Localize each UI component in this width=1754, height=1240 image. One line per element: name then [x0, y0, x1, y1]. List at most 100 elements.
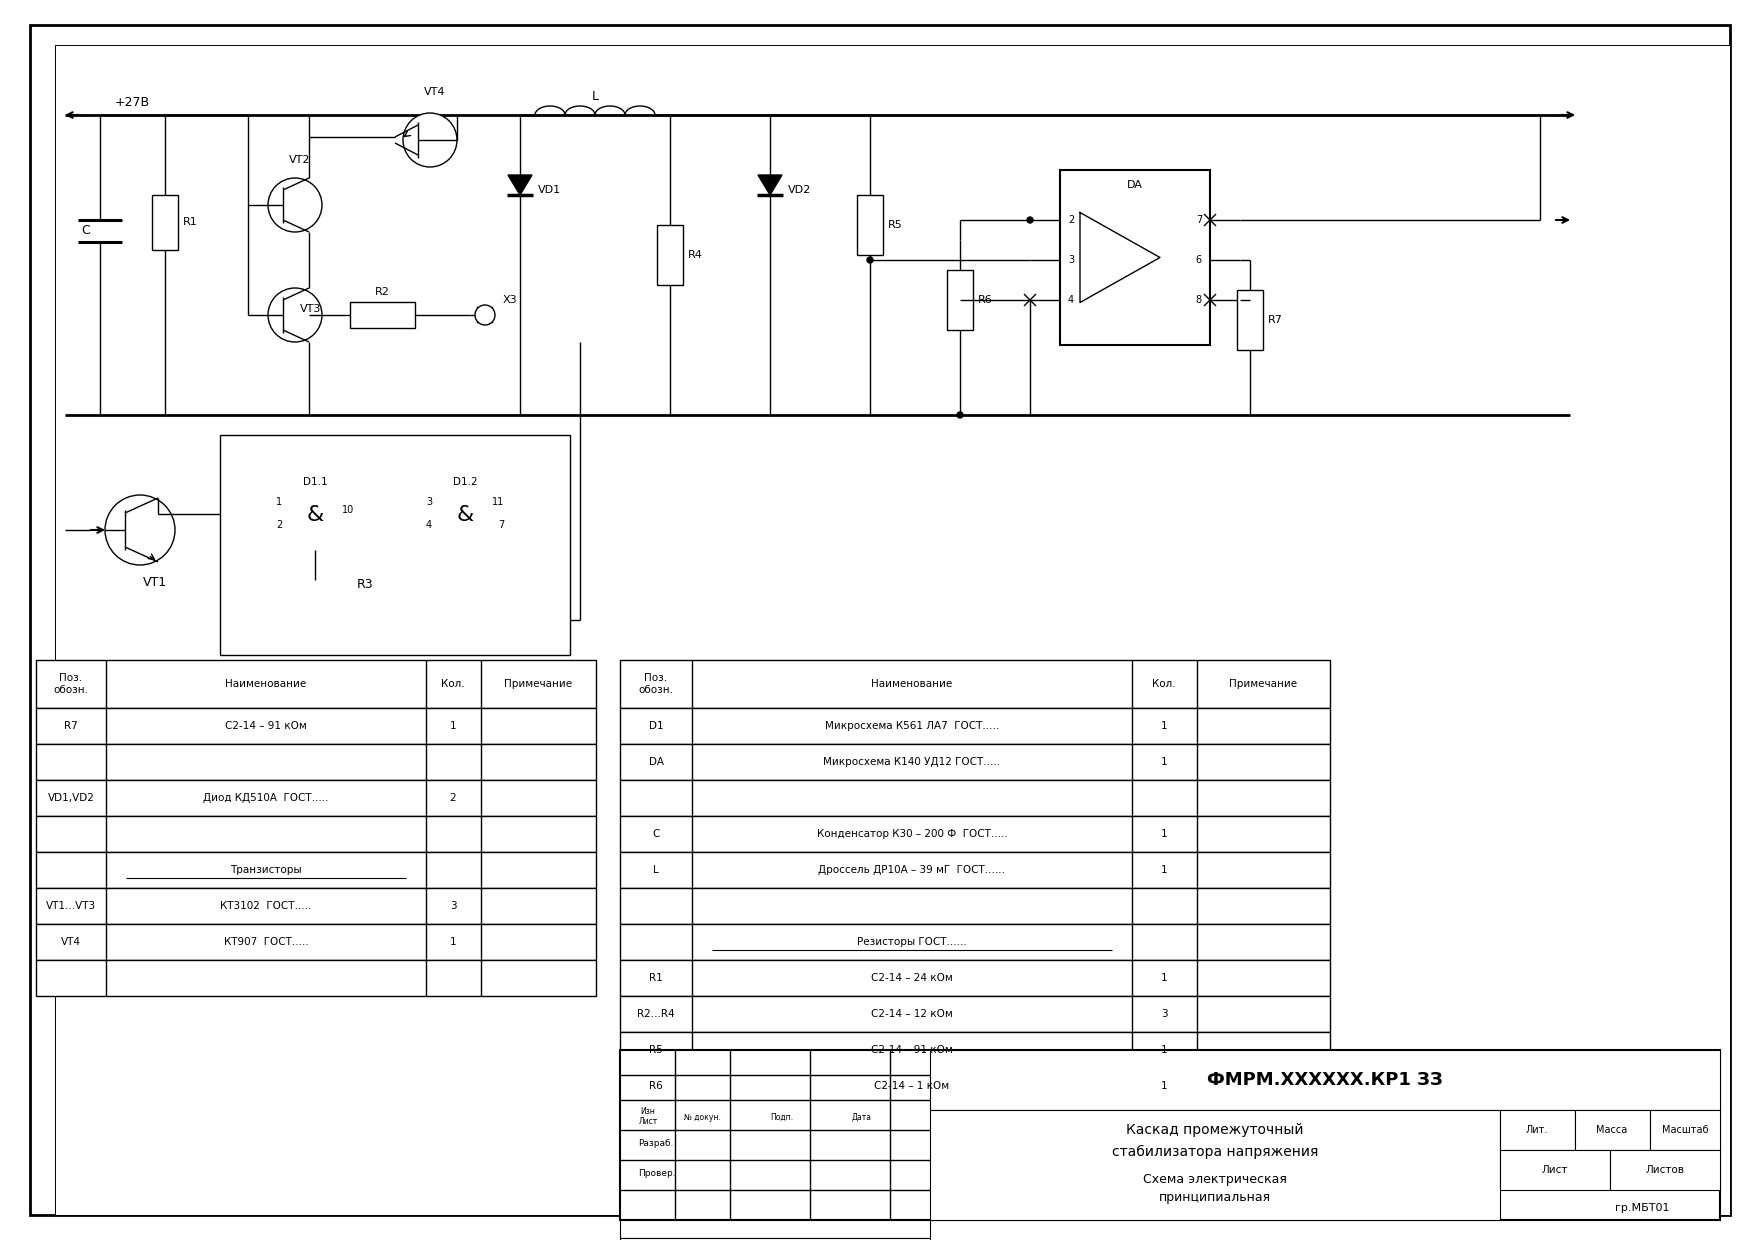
Bar [37, 888, 596, 924]
Text: R6: R6 [649, 1081, 663, 1091]
Bar [37, 816, 596, 852]
Text: С2-14 – 91 кОм: С2-14 – 91 кОм [872, 1045, 952, 1055]
Text: Каскад промежуточный: Каскад промежуточный [1126, 1123, 1303, 1137]
Bar [37, 744, 596, 780]
Circle shape [268, 288, 323, 342]
Text: 2: 2 [1068, 215, 1073, 224]
Text: С2-14 – 24 кОм: С2-14 – 24 кОм [872, 973, 952, 983]
Text: Лит.: Лит. [1526, 1125, 1549, 1135]
Bar [619, 1032, 1330, 1068]
Text: Наименование: Наименование [225, 680, 307, 689]
Text: 1: 1 [275, 497, 282, 507]
Text: Масштаб: Масштаб [1661, 1125, 1708, 1135]
Text: С2-14 – 1 кОм: С2-14 – 1 кОм [875, 1081, 949, 1091]
Text: Примечание: Примечание [1230, 680, 1296, 689]
Text: 1: 1 [449, 720, 456, 732]
Text: VT4: VT4 [424, 87, 446, 97]
Text: 7: 7 [1196, 215, 1201, 224]
Text: Кол.: Кол. [1152, 680, 1175, 689]
Text: Транзисторы: Транзисторы [230, 866, 302, 875]
Bar [1651, 1110, 1721, 1149]
Text: Изн: Изн [640, 1107, 656, 1116]
Text: Дата: Дата [852, 1112, 872, 1121]
Bar [1059, 170, 1210, 345]
Bar [619, 744, 1330, 780]
Bar [1575, 1110, 1651, 1149]
Text: VT1: VT1 [142, 575, 167, 589]
Bar [619, 1050, 1721, 1220]
Text: 1: 1 [1161, 1081, 1168, 1091]
Text: 4: 4 [426, 520, 431, 529]
Bar [619, 1238, 930, 1240]
Text: Микросхема К140 УД12 ГОСТ.....: Микросхема К140 УД12 ГОСТ..... [823, 756, 1000, 768]
Text: 11: 11 [491, 497, 503, 507]
Bar [37, 780, 596, 816]
Text: Дроссель ДР10А – 39 мГ  ГОСТ......: Дроссель ДР10А – 39 мГ ГОСТ...... [819, 866, 1005, 875]
Text: Поз.
обозн.: Поз. обозн. [54, 673, 88, 694]
Text: Лист: Лист [1542, 1166, 1568, 1176]
Text: VT2: VT2 [289, 155, 310, 165]
Bar [37, 708, 596, 744]
Text: D1.2: D1.2 [453, 477, 477, 487]
Text: 1: 1 [1161, 1045, 1168, 1055]
Circle shape [866, 257, 873, 263]
Text: КТ907  ГОСТ.....: КТ907 ГОСТ..... [223, 937, 309, 947]
Text: Масса: Масса [1596, 1125, 1628, 1135]
Bar [37, 960, 596, 996]
Text: 1: 1 [1161, 973, 1168, 983]
Text: Резисторы ГОСТ......: Резисторы ГОСТ...... [858, 937, 966, 947]
Text: 2: 2 [275, 520, 282, 529]
Text: С2-14 – 12 кОм: С2-14 – 12 кОм [872, 1009, 952, 1019]
Text: C: C [652, 830, 660, 839]
Text: 3: 3 [1161, 1009, 1168, 1019]
Text: ФМРМ.XXXXXX.КР1 ЗЗ: ФМРМ.XXXXXX.КР1 ЗЗ [1207, 1071, 1444, 1089]
Bar [619, 708, 1330, 744]
Bar [619, 888, 1330, 924]
Text: &: & [307, 505, 324, 525]
Text: VT3: VT3 [300, 304, 321, 314]
Text: R2...R4: R2...R4 [637, 1009, 675, 1019]
Text: С2-14 – 91 кОм: С2-14 – 91 кОм [225, 720, 307, 732]
Text: +27В: +27В [116, 97, 151, 109]
Bar [619, 852, 1330, 888]
Text: Диод КД510А  ГОСТ.....: Диод КД510А ГОСТ..... [203, 794, 328, 804]
Text: R5: R5 [649, 1045, 663, 1055]
Text: № докун.: № докун. [684, 1112, 721, 1121]
Circle shape [958, 412, 963, 418]
Bar [619, 1068, 1330, 1104]
Circle shape [1028, 217, 1033, 223]
Bar [619, 660, 1330, 708]
Bar [219, 435, 570, 655]
Bar [619, 960, 1330, 996]
Text: гр.МБТ01: гр.МБТ01 [1615, 1203, 1670, 1213]
Bar [330, 596, 400, 622]
Text: R1: R1 [649, 973, 663, 983]
Text: 3: 3 [1068, 255, 1073, 265]
Text: C: C [81, 224, 89, 238]
Text: 1: 1 [449, 937, 456, 947]
Circle shape [268, 179, 323, 232]
Bar [930, 1110, 1500, 1220]
Circle shape [475, 305, 495, 325]
Text: 7: 7 [498, 520, 503, 529]
Bar [37, 924, 596, 960]
Text: Листов: Листов [1645, 1166, 1684, 1176]
Text: Провер.: Провер. [638, 1168, 675, 1178]
Text: D1: D1 [649, 720, 663, 732]
Bar [351, 303, 416, 329]
Text: VT4: VT4 [61, 937, 81, 947]
Bar [619, 924, 1330, 960]
Bar [619, 780, 1330, 816]
Circle shape [105, 495, 175, 565]
Text: 1: 1 [1161, 866, 1168, 875]
Text: 6: 6 [1196, 255, 1201, 265]
Text: L: L [652, 866, 660, 875]
Text: R7: R7 [1268, 315, 1282, 325]
Polygon shape [758, 175, 782, 195]
Bar [930, 1050, 1721, 1110]
Bar [37, 852, 596, 888]
Bar [947, 270, 973, 330]
Polygon shape [509, 175, 531, 195]
Text: R5: R5 [888, 219, 903, 229]
Text: Наименование: Наименование [872, 680, 952, 689]
